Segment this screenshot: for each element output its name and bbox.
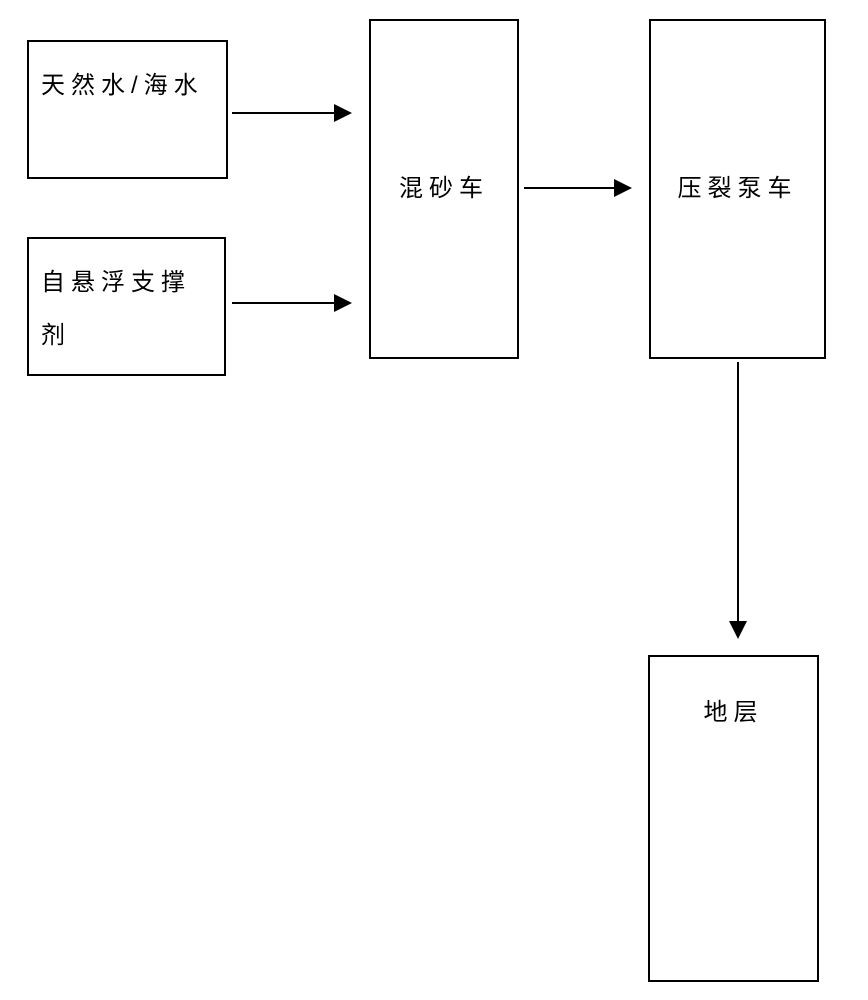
node-water: 天然水/海水: [27, 40, 228, 179]
node-mixer-label: 混砂车: [399, 163, 489, 216]
node-pump-label: 压裂泵车: [678, 163, 798, 216]
node-proppant-label: 自悬浮支撑剂: [41, 257, 212, 363]
node-formation: 地层: [648, 655, 819, 982]
arrow-proppant-to-mixer: [232, 302, 350, 304]
node-pump: 压裂泵车: [649, 19, 826, 359]
arrow-pump-to-formation: [737, 362, 739, 637]
node-mixer: 混砂车: [369, 19, 519, 359]
node-water-label: 天然水/海水: [41, 60, 204, 113]
arrow-water-to-mixer: [232, 112, 350, 114]
node-formation-label: 地层: [704, 687, 764, 740]
arrow-mixer-to-pump: [524, 187, 630, 189]
node-proppant: 自悬浮支撑剂: [27, 237, 226, 376]
